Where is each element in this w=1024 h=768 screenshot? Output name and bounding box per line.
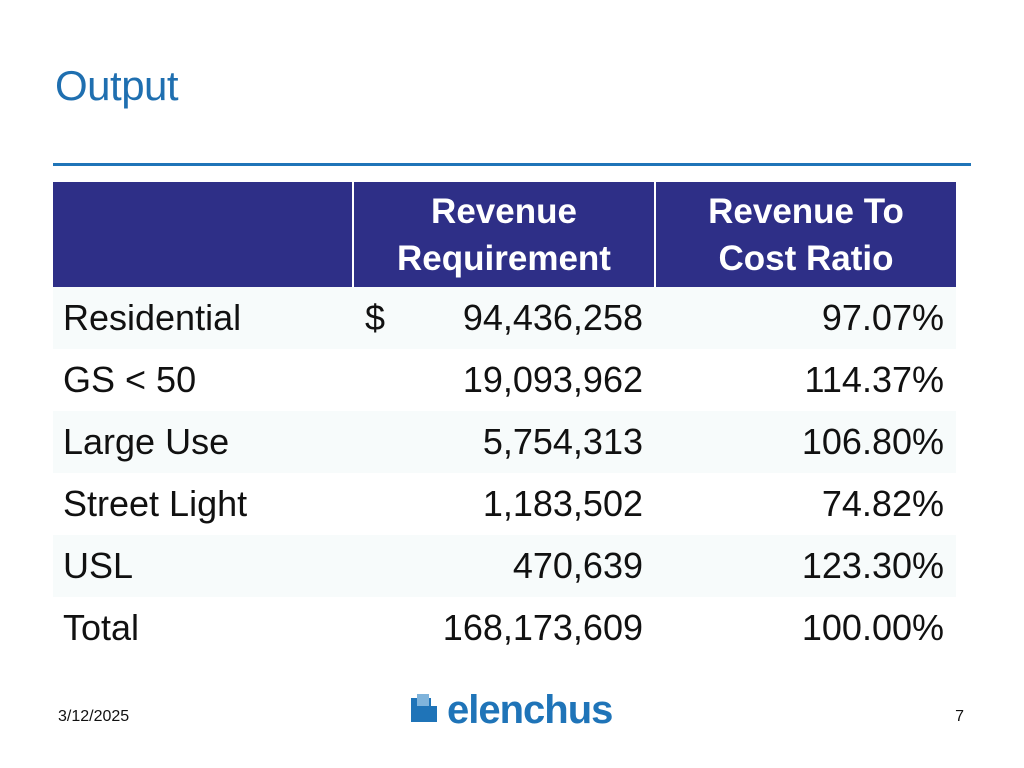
row-revenue: 5,754,313 xyxy=(353,411,655,473)
row-revenue: $ 94,436,258 xyxy=(353,287,655,349)
table-row: Large Use 5,754,313 106.80% xyxy=(53,411,956,473)
logo-text: elenchus xyxy=(447,688,613,732)
header-label xyxy=(53,182,353,287)
row-ratio: 106.80% xyxy=(655,411,956,473)
table-row-total: Total 168,173,609 100.00% xyxy=(53,597,956,659)
row-ratio: 97.07% xyxy=(655,287,956,349)
header-revenue-requirement: Revenue Requirement xyxy=(352,182,655,287)
elenchus-logo: elenchus xyxy=(409,688,613,732)
row-label: GS < 50 xyxy=(53,349,353,411)
table-row: GS < 50 19,093,962 114.37% xyxy=(53,349,956,411)
row-revenue: 1,183,502 xyxy=(353,473,655,535)
slide-date: 3/12/2025 xyxy=(58,708,130,725)
table-header-row: Revenue Requirement Revenue To Cost Rati… xyxy=(53,182,956,287)
row-revenue: 470,639 xyxy=(353,535,655,597)
page-number: 7 xyxy=(955,708,964,725)
row-label: Residential xyxy=(53,287,353,349)
row-revenue: 19,093,962 xyxy=(353,349,655,411)
row-revenue-value: 94,436,258 xyxy=(462,297,643,338)
row-ratio: 74.82% xyxy=(655,473,956,535)
row-ratio: 100.00% xyxy=(655,597,956,659)
header-revenue-line2: Requirement xyxy=(397,238,611,278)
table-row: USL 470,639 123.30% xyxy=(53,535,956,597)
header-ratio-line1: Revenue To xyxy=(708,191,904,231)
table-row: Street Light 1,183,502 74.82% xyxy=(53,473,956,535)
row-label: Large Use xyxy=(53,411,353,473)
row-ratio: 123.30% xyxy=(655,535,956,597)
row-revenue: 168,173,609 xyxy=(353,597,655,659)
header-ratio-line2: Cost Ratio xyxy=(718,238,894,278)
slide-title: Output xyxy=(55,62,179,109)
table-row: Residential $ 94,436,258 97.07% xyxy=(53,287,956,349)
row-label: Street Light xyxy=(53,473,353,535)
header-revenue-cost-ratio: Revenue To Cost Ratio xyxy=(654,182,956,287)
currency-symbol: $ xyxy=(365,297,386,338)
revenue-table: Revenue Requirement Revenue To Cost Rati… xyxy=(53,182,956,659)
header-revenue-line1: Revenue xyxy=(431,191,577,231)
row-label: Total xyxy=(53,597,353,659)
row-ratio: 114.37% xyxy=(655,349,956,411)
title-divider xyxy=(53,163,971,166)
logo-mark-icon xyxy=(411,694,437,722)
row-label: USL xyxy=(53,535,353,597)
